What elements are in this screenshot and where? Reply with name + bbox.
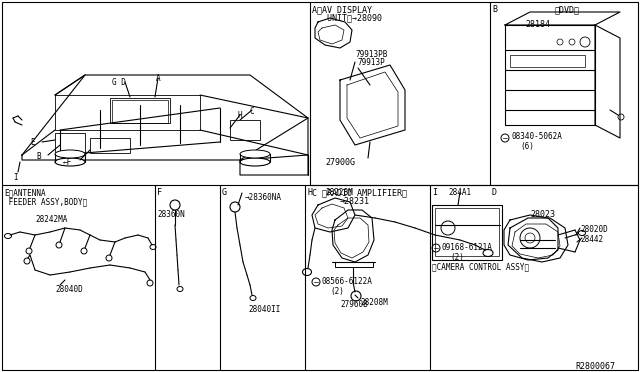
Text: 27900G: 27900G [325,158,355,167]
Text: (2): (2) [330,287,344,296]
Text: H: H [307,188,312,197]
Text: 28023: 28023 [530,210,555,219]
Ellipse shape [483,250,493,257]
Text: 284A1: 284A1 [448,188,471,197]
Circle shape [147,280,153,286]
Text: 79913PB: 79913PB [355,50,387,59]
Text: 08566-6122A: 08566-6122A [322,277,373,286]
Text: ←F: ←F [63,158,72,167]
Ellipse shape [303,269,312,276]
Text: 08340-5062A: 08340-5062A [511,132,562,141]
Text: (6): (6) [520,142,534,151]
Circle shape [351,291,361,301]
Text: 28360N: 28360N [157,210,185,219]
Text: B: B [36,152,40,161]
Text: 28184: 28184 [525,20,550,29]
Bar [510,55,585,67]
Text: 28442: 28442 [580,235,603,244]
Bar [90,138,130,153]
Text: G D: G D [112,78,126,87]
Text: FEEDER ASSY,BODY〉: FEEDER ASSY,BODY〉 [4,197,87,206]
Text: 28228M: 28228M [325,188,353,197]
Text: A: A [156,74,161,83]
Ellipse shape [55,150,85,158]
Text: 09168-6121A: 09168-6121A [442,243,493,252]
Text: →28231: →28231 [340,197,370,206]
Text: 28208M: 28208M [360,298,388,307]
Text: 〈DVD〉: 〈DVD〉 [555,5,580,14]
Ellipse shape [240,150,270,158]
Text: A〈AV DISPLAY: A〈AV DISPLAY [312,5,372,14]
Text: 79913P: 79913P [358,58,386,67]
Text: 28040D: 28040D [55,285,83,294]
Circle shape [56,242,62,248]
Ellipse shape [177,286,183,292]
Ellipse shape [240,158,270,166]
Circle shape [106,255,112,261]
Text: R2800067: R2800067 [575,362,615,371]
Text: (2): (2) [450,253,464,262]
Circle shape [81,248,87,254]
Ellipse shape [55,158,85,166]
Circle shape [24,258,30,264]
Text: G: G [222,188,227,197]
Text: I: I [432,188,437,197]
Text: H: H [238,111,243,120]
Bar [432,205,502,260]
Text: UNIT〉→28090: UNIT〉→28090 [312,13,382,22]
Bar [335,262,373,267]
Text: 〈CAMERA CONTROL ASSY〉: 〈CAMERA CONTROL ASSY〉 [432,262,529,271]
Bar [110,98,170,123]
Text: 27960B: 27960B [340,300,368,309]
Ellipse shape [250,295,256,301]
Bar [435,208,499,256]
Ellipse shape [150,244,156,250]
Text: B: B [492,5,497,14]
Text: 28020D: 28020D [580,225,608,234]
Bar [55,133,85,153]
Ellipse shape [579,231,586,235]
Circle shape [170,200,180,210]
Text: E: E [30,138,35,147]
Text: 28242MA: 28242MA [35,215,67,224]
Text: C 〈RADIO AMPLIFIER〉: C 〈RADIO AMPLIFIER〉 [312,188,407,197]
Bar [112,100,168,123]
Text: F: F [157,188,162,197]
Bar [230,120,260,140]
Bar [505,25,595,125]
Text: 28040II: 28040II [248,305,280,314]
Text: →28360NA: →28360NA [245,193,282,202]
Text: D: D [492,188,497,197]
Ellipse shape [4,234,12,238]
Circle shape [230,202,240,212]
Text: C: C [250,107,255,116]
Circle shape [26,248,32,254]
Text: I: I [13,173,18,182]
Text: E〈ANTENNA: E〈ANTENNA [4,188,45,197]
